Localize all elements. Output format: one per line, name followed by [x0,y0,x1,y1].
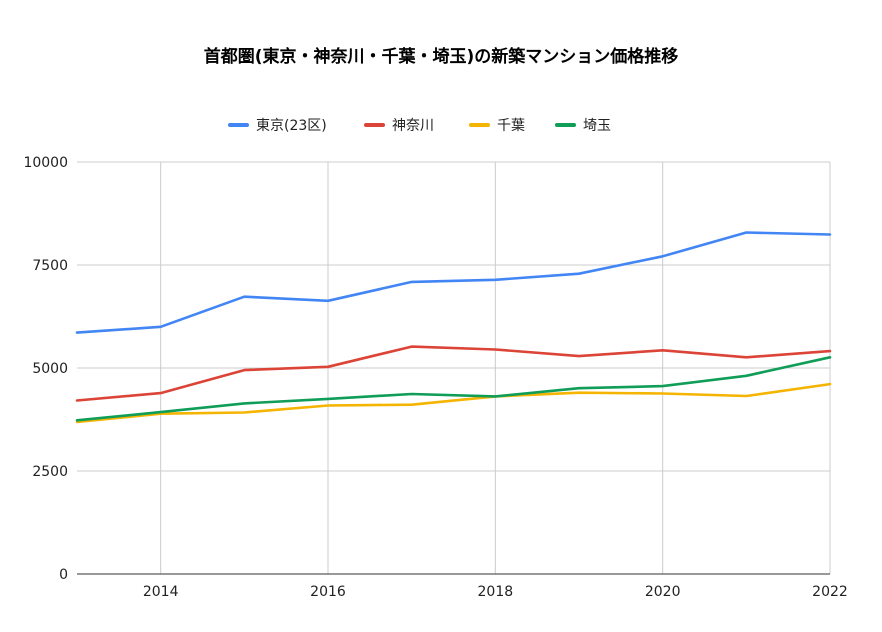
x-tick-label: 2020 [645,584,681,600]
y-tick-label: 0 [59,567,68,583]
series-line-2 [75,382,832,424]
series-line-3 [75,355,832,422]
tick-labels: 0 2500 5000 7500 10000 2014 2016 2018 2020 2022 [23,155,847,600]
grid-lines [77,161,831,574]
x-tick-label: 2018 [478,584,514,600]
y-tick-label: 2500 [32,464,68,480]
legend: 東京(23区) 神奈川 千葉 埼玉 [228,118,611,134]
legend-label: 神奈川 [392,118,434,134]
legend-label: 東京(23区) [256,118,327,134]
x-tick-label: 2022 [812,584,848,600]
series-line-1 [75,345,832,402]
y-tick-label: 10000 [23,155,68,171]
x-tick-label: 2014 [143,584,179,600]
x-tick-label: 2016 [310,584,346,600]
y-tick-label: 7500 [32,258,68,274]
chart-title: 首都圏(東京・神奈川・千葉・埼玉)の新築マンション価格推移 [203,47,679,67]
legend-label: 埼玉 [583,118,611,134]
legend-label: 千葉 [497,118,525,134]
y-tick-label: 5000 [32,361,68,377]
series-lines [75,231,832,424]
series-line-0 [75,231,832,334]
